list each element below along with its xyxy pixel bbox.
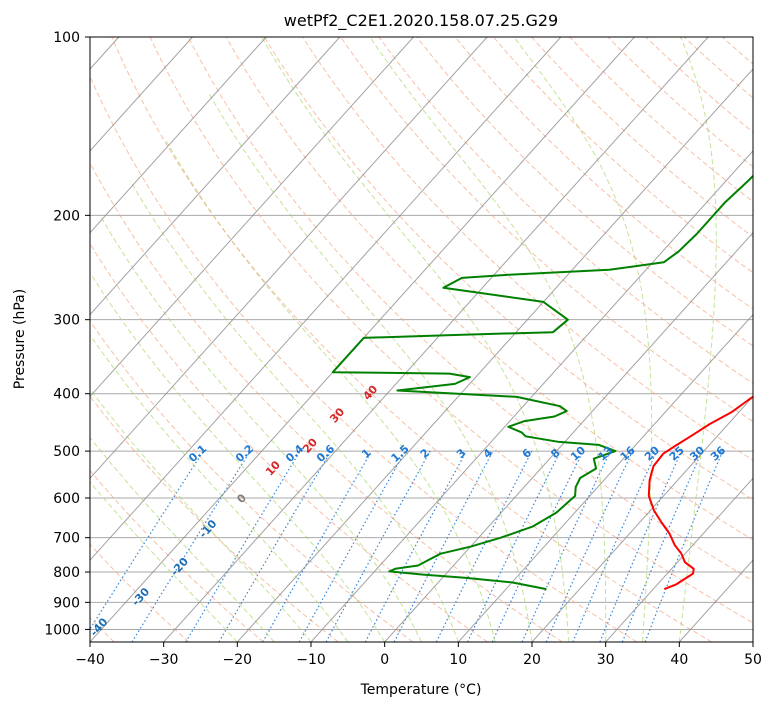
mixing-ratio-line	[644, 450, 724, 642]
dry-adiabat-line	[493, 37, 753, 274]
dry-adiabat-line	[90, 395, 339, 642]
mixing-ratio-line	[325, 450, 431, 642]
plot-frame	[89, 36, 754, 643]
mixing-ratio-line	[364, 450, 467, 642]
moist-adiabat-line	[90, 481, 238, 642]
y-tick-label: 500	[53, 444, 80, 460]
moist-adiabat-line	[261, 37, 570, 642]
temperature-profile-line	[647, 395, 753, 591]
mixing-ratio-line	[621, 450, 703, 642]
dry-adiabat-line	[378, 37, 753, 385]
isobar-grid	[90, 37, 753, 630]
y-tick-label: 1000	[44, 622, 80, 638]
x-axis-ticks: −40 −30 −20 −10 0 10 20 30 40 50	[75, 642, 762, 668]
moist-adiabat-line	[165, 141, 496, 642]
moist-adiabat-line	[369, 37, 607, 642]
mixing-ratio-lines	[90, 450, 724, 642]
dry-adiabat-line	[90, 242, 488, 642]
x-tick-label: 50	[744, 652, 762, 668]
dry-adiabat-line	[111, 37, 712, 642]
x-tick-label: −30	[149, 652, 179, 668]
isotherm-line	[531, 395, 753, 642]
isotherm-line	[457, 313, 753, 642]
x-tick-label: −10	[296, 652, 326, 668]
isotherm-line	[90, 37, 341, 316]
isotherm-line	[90, 37, 193, 152]
chart-title: wetPf2_C2E1.2020.158.07.25.G29	[284, 11, 558, 31]
mixing-ratio-line	[572, 450, 658, 642]
moist-adiabat-line	[209, 94, 533, 642]
y-tick-label: 900	[53, 595, 80, 611]
isotherm-line	[236, 68, 753, 642]
moist-adiabat-line	[90, 334, 349, 642]
moist-adiabats	[90, 37, 717, 642]
x-tick-label: 20	[523, 652, 541, 668]
isotherm-line	[605, 477, 753, 642]
mixing-ratio-line	[298, 450, 406, 642]
x-tick-label: 10	[449, 652, 467, 668]
moist-adiabat-line	[90, 271, 386, 642]
y-tick-label: 300	[53, 313, 80, 329]
dry-adiabat-line	[149, 37, 753, 624]
sounding-profiles	[331, 174, 753, 591]
y-tick-label: 600	[53, 491, 80, 507]
dry-adiabat-line	[225, 37, 753, 541]
dry-adiabat-line	[569, 37, 753, 203]
y-tick-label: 100	[53, 30, 80, 46]
isotherm-line	[163, 37, 709, 642]
mixing-ratio-line	[90, 450, 204, 631]
isotherm-line	[90, 37, 414, 398]
y-axis-label: Pressure (hPa)	[12, 289, 28, 389]
isotherm-line	[384, 231, 753, 642]
dry-adiabat-line	[264, 37, 753, 501]
isotherm-line	[90, 37, 488, 480]
isotherm-line	[310, 150, 753, 642]
dry-adiabat-line	[90, 320, 414, 642]
isotherm-grid	[90, 37, 753, 642]
x-tick-label: 30	[597, 652, 615, 668]
dry-adiabat-line	[90, 469, 264, 642]
dry-adiabat-line	[416, 37, 753, 347]
y-tick-label: 700	[53, 531, 80, 547]
dewpoint-profile-line	[331, 174, 753, 591]
y-tick-label: 400	[53, 387, 80, 403]
dry-adiabat-line	[90, 161, 563, 642]
isotherm-line	[90, 37, 562, 561]
mixing-ratio-line	[435, 450, 533, 642]
y-tick-label: 800	[53, 565, 80, 581]
moist-adiabat-line	[129, 180, 459, 642]
x-axis-label: Temperature (°C)	[360, 682, 482, 698]
x-tick-label: 40	[670, 652, 688, 668]
moist-adiabat-line	[513, 37, 653, 642]
mixing-ratio-line	[599, 450, 682, 642]
moist-adiabat-line	[90, 388, 312, 642]
y-tick-label: 200	[53, 208, 80, 224]
x-tick-label: −40	[75, 652, 105, 668]
x-tick-label: −20	[223, 652, 253, 668]
y-axis-ticks: 100 200 300 400 500 600 700 800 900 1000	[44, 30, 90, 638]
x-tick-label: 0	[380, 652, 389, 668]
moist-adiabat-line	[99, 215, 422, 642]
dry-adiabat-line	[187, 37, 753, 582]
isotherm-line	[90, 37, 267, 234]
moist-adiabat-line	[90, 436, 275, 642]
mixing-ratio-line	[545, 450, 634, 642]
